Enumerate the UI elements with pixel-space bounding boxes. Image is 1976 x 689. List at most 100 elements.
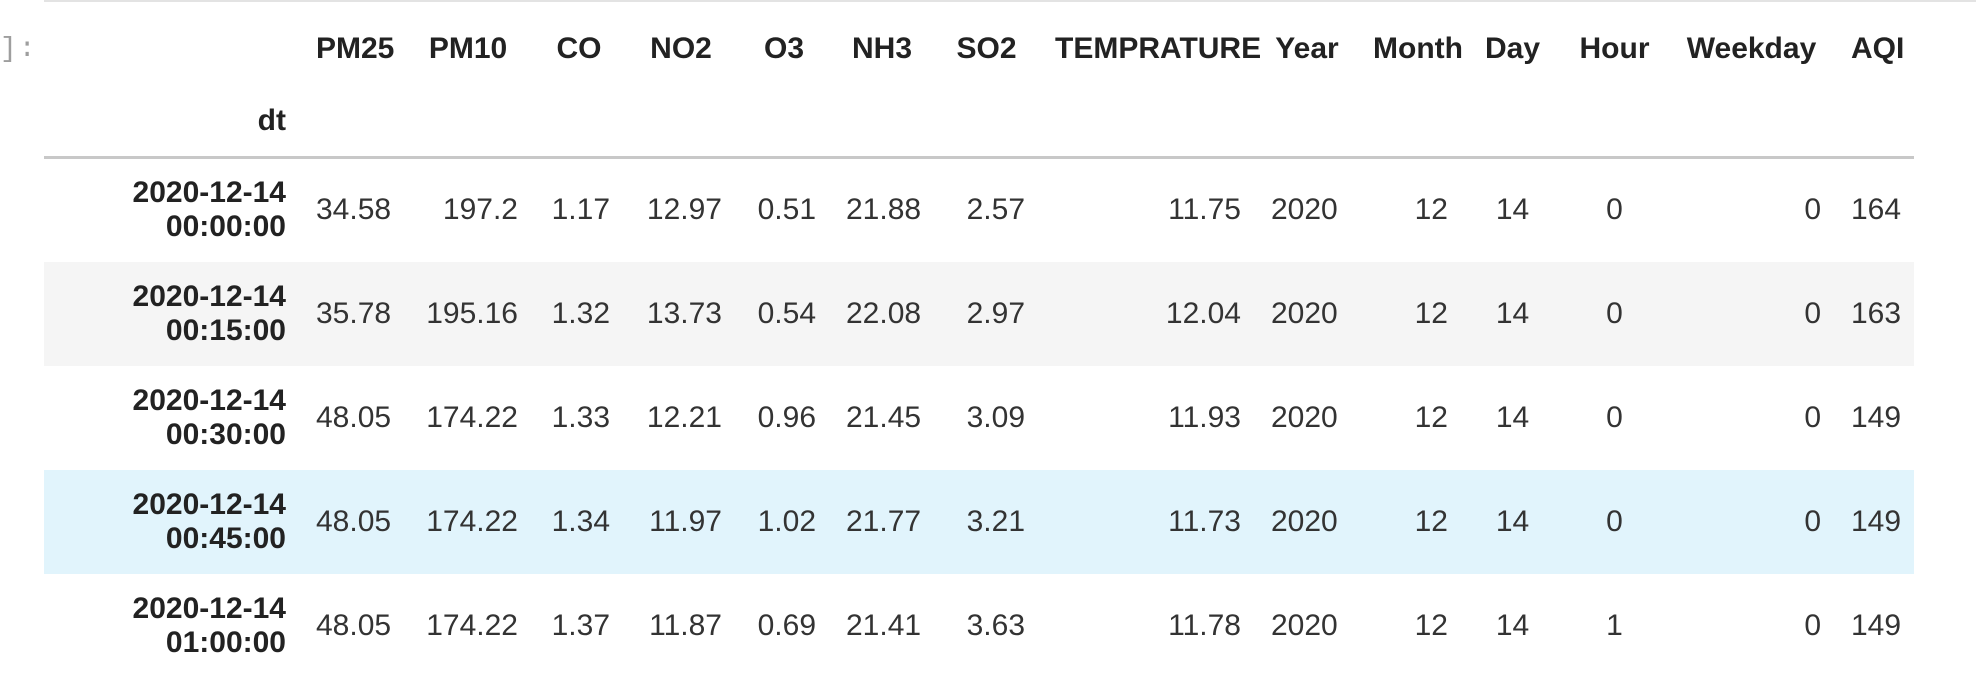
- row-index-time: 00:15:00: [165, 313, 286, 347]
- empty-header-cell: [1256, 98, 1358, 158]
- table-cell-nh3: 22.08: [846, 296, 922, 330]
- column-header-hour: Hour: [1579, 32, 1650, 65]
- table-cell-so2: 2.57: [966, 193, 1025, 227]
- empty-header-cell: [737, 98, 831, 158]
- table-cell-year: 2020: [1271, 504, 1338, 538]
- row-index-label: 2020-12-14 01:00:00: [44, 574, 301, 678]
- table-row[interactable]: 2020-12-14 00:45:00 48.05 174.22 1.34 11.97 1.…: [44, 469, 1914, 574]
- table-cell-hour: 0: [1606, 193, 1623, 227]
- table-cell-co: 1.17: [551, 193, 610, 227]
- table-cell-year: 2020: [1271, 296, 1338, 330]
- table-cell-o3: 0.96: [757, 400, 816, 434]
- table-cell-pm10: 174.22: [426, 504, 518, 538]
- table-cell-co: 1.32: [551, 296, 610, 330]
- table-cell-temprature: 12.04: [1165, 296, 1241, 330]
- row-index-date: 2020-12-14: [132, 279, 286, 313]
- table-cell-so2: 3.63: [966, 608, 1025, 642]
- table-cell-weekday: 0: [1804, 296, 1821, 330]
- table-cell-co: 1.33: [551, 400, 610, 434]
- table-cell-month: 12: [1414, 608, 1448, 642]
- table-cell-aqi: 149: [1851, 504, 1902, 538]
- table-cell-pm25: 35.78: [316, 296, 392, 330]
- table-cell-month: 12: [1414, 193, 1448, 227]
- table-cell-month: 12: [1414, 296, 1448, 330]
- table-cell-temprature: 11.73: [1168, 504, 1241, 538]
- table-cell-year: 2020: [1271, 608, 1338, 642]
- table-cell-hour: 0: [1606, 400, 1623, 434]
- table-cell-o3: 0.54: [757, 296, 816, 330]
- table-cell-o3: 1.02: [757, 504, 816, 538]
- empty-header-cell: [1836, 98, 1914, 158]
- row-index-time: 00:30:00: [165, 417, 286, 451]
- column-header-aqi: AQI: [1851, 32, 1905, 65]
- column-header-temprature: TEMPRATURE: [1055, 32, 1262, 65]
- table-cell-weekday: 0: [1804, 504, 1821, 538]
- table-row[interactable]: 2020-12-14 00:30:00 48.05 174.22 1.33 12.21 0.…: [44, 366, 1914, 470]
- table-cell-pm25: 48.05: [316, 608, 392, 642]
- table-cell-o3: 0.69: [757, 608, 816, 642]
- table-cell-pm25: 48.05: [316, 504, 392, 538]
- row-index-label: 2020-12-14 00:00:00: [44, 158, 301, 262]
- table-cell-nh3: 21.77: [846, 504, 922, 538]
- table-row[interactable]: 2020-12-14 00:00:00 34.58 197.2 1.17 12.97 0.5…: [44, 158, 1914, 262]
- table-cell-aqi: 149: [1851, 400, 1902, 434]
- row-index-date: 2020-12-14: [132, 176, 286, 210]
- table-cell-pm10: 174.22: [426, 608, 518, 642]
- table-row[interactable]: 2020-12-14 01:00:00 48.05 174.22 1.37 11.87 0.…: [44, 574, 1914, 678]
- empty-header-cell: [1562, 98, 1667, 158]
- empty-header-cell: [1040, 98, 1256, 158]
- index-name-row: dt: [44, 98, 1914, 158]
- column-header-row: PM25 PM10 CO NO2 O3 NH3 SO2 TEMPRATURE Y…: [44, 0, 1914, 98]
- table-cell-pm10: 174.22: [426, 400, 518, 434]
- column-header-no2: NO2: [650, 32, 712, 65]
- table-row[interactable]: 2020-12-14 00:15:00 35.78 195.16 1.32 13.73 0.…: [44, 261, 1914, 366]
- table-cell-day: 14: [1495, 193, 1530, 227]
- empty-header-cell: [625, 98, 737, 158]
- table-cell-no2: 11.87: [649, 608, 722, 642]
- row-index-label: 2020-12-14 00:45:00: [44, 470, 301, 574]
- table-cell-no2: 12.21: [646, 400, 722, 434]
- table-cell-weekday: 0: [1804, 400, 1821, 434]
- table-cell-no2: 11.97: [649, 504, 722, 538]
- empty-header-cell: [1463, 98, 1562, 158]
- table-cell-pm25: 48.05: [316, 400, 392, 434]
- empty-header-cell: [403, 98, 533, 158]
- column-header-so2: SO2: [956, 32, 1017, 65]
- table-cell-day: 14: [1495, 608, 1530, 642]
- row-index-label: 2020-12-14 00:30:00: [44, 366, 301, 470]
- table-cell-hour: 0: [1606, 296, 1623, 330]
- table-cell-no2: 13.73: [646, 296, 722, 330]
- column-header-co: CO: [556, 32, 602, 65]
- column-header-year: Year: [1275, 32, 1339, 65]
- table-cell-pm10: 197.2: [442, 193, 518, 227]
- row-index-time: 00:00:00: [165, 210, 286, 244]
- table-cell-so2: 3.21: [966, 504, 1025, 538]
- table-cell-weekday: 0: [1804, 608, 1821, 642]
- table-cell-pm25: 34.58: [316, 193, 392, 227]
- table-cell-year: 2020: [1271, 400, 1338, 434]
- table-cell-month: 12: [1414, 400, 1448, 434]
- table-cell-weekday: 0: [1804, 193, 1821, 227]
- table-cell-so2: 2.97: [966, 296, 1025, 330]
- table-cell-day: 14: [1495, 504, 1530, 538]
- table-cell-day: 14: [1495, 296, 1530, 330]
- column-header-pm25: PM25: [316, 32, 395, 65]
- empty-header-cell: [1667, 98, 1836, 158]
- table-cell-temprature: 11.75: [1168, 193, 1241, 227]
- table-cell-temprature: 11.78: [1168, 608, 1241, 642]
- table-cell-o3: 0.51: [757, 193, 816, 227]
- table-cell-hour: 0: [1606, 504, 1623, 538]
- table-cell-day: 14: [1495, 400, 1530, 434]
- table-cell-co: 1.34: [551, 504, 610, 538]
- cell-prompt: ]:: [0, 34, 38, 65]
- table-cell-nh3: 21.45: [846, 400, 922, 434]
- table-cell-nh3: 21.88: [846, 193, 922, 227]
- index-name-header: dt: [257, 104, 286, 137]
- table-cell-aqi: 163: [1851, 296, 1902, 330]
- row-index-time: 00:45:00: [165, 521, 286, 555]
- cell-top-border: [44, 0, 1976, 2]
- column-header-weekday: Weekday: [1686, 32, 1817, 65]
- empty-header-cell: [831, 98, 933, 158]
- empty-header-cell: [933, 98, 1040, 158]
- table-cell-no2: 12.97: [646, 193, 722, 227]
